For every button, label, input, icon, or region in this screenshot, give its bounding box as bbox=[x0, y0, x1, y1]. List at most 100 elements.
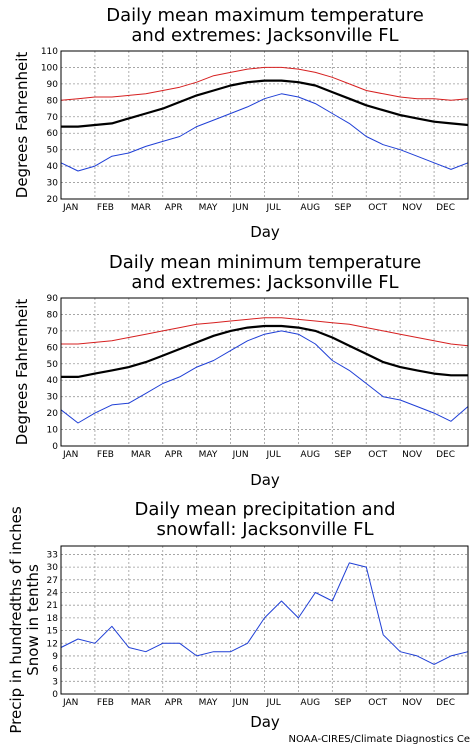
x-tick-label: DEC bbox=[436, 203, 455, 213]
y-tick-label: 30 bbox=[47, 179, 59, 189]
y-tick-label: 40 bbox=[47, 376, 59, 386]
y-tick-label: 30 bbox=[47, 563, 59, 573]
y-tick-label: 80 bbox=[47, 96, 59, 106]
plot-area: 20 30 40 50 60 70 80 90 100 110 JAN FEB MAR APR MAY JUN… bbox=[41, 47, 469, 213]
y-tick-label: 50 bbox=[47, 360, 59, 370]
y-tick-label: 27 bbox=[47, 576, 58, 586]
x-tick-label: APR bbox=[165, 203, 183, 213]
x-tick-label: AUG bbox=[300, 450, 320, 460]
y-tick-label: 0 bbox=[52, 442, 58, 452]
y-axis-label: Degrees Fahrenheit bbox=[13, 299, 31, 446]
x-axis-label: Day bbox=[250, 223, 280, 241]
x-tick-label: MAY bbox=[199, 698, 218, 708]
plot-frame bbox=[60, 50, 469, 200]
x-tick-label: FEB bbox=[97, 698, 114, 708]
x-tick-label: SEP bbox=[334, 203, 351, 213]
x-tick-label: JUL bbox=[266, 203, 281, 213]
y-tick-label: 100 bbox=[41, 63, 58, 73]
y-tick-label: 0 bbox=[52, 690, 58, 700]
y-axis-label-line-1: Precip in hundredths of inches bbox=[7, 506, 25, 733]
y-tick-label: 80 bbox=[47, 310, 59, 320]
y-tick-label: 10 bbox=[47, 426, 59, 436]
x-tick-label: SEP bbox=[334, 698, 351, 708]
x-tick-label: MAY bbox=[199, 450, 218, 460]
x-tick-label: FEB bbox=[97, 450, 114, 460]
series-line-high_extreme bbox=[60, 66, 469, 101]
plot-area: 0 3 6 9 12 15 18 21 24 27 30 33 JAN FEB MAR APR MAY JUN JU… bbox=[47, 545, 469, 708]
y-tick-label: 9 bbox=[52, 652, 58, 662]
x-tick-label: DEC bbox=[436, 698, 455, 708]
x-tick-label: NOV bbox=[402, 203, 423, 213]
chart-title-line-2: and extremes: Jacksonville FL bbox=[131, 25, 398, 46]
y-tick-label: 21 bbox=[47, 601, 58, 611]
x-tick-label: JUL bbox=[266, 450, 281, 460]
y-tick-label: 60 bbox=[47, 343, 59, 353]
x-tick-label: JUL bbox=[266, 698, 281, 708]
x-tick-label: JAN bbox=[62, 203, 78, 213]
x-tick-label: MAR bbox=[131, 450, 151, 460]
y-tick-label: 90 bbox=[47, 294, 59, 304]
chart-precipitation: Daily mean precipitation and snowfall: J… bbox=[7, 499, 469, 734]
x-tick-label: JUN bbox=[232, 450, 249, 460]
x-tick-label: JUN bbox=[232, 203, 249, 213]
y-axis-label: Degrees Fahrenheit bbox=[13, 52, 31, 199]
y-tick-label: 30 bbox=[47, 393, 59, 403]
x-tick-label: MAY bbox=[199, 203, 218, 213]
x-tick-label: NOV bbox=[402, 450, 423, 460]
x-tick-label: APR bbox=[165, 698, 183, 708]
x-axis-label: Day bbox=[250, 713, 280, 731]
series-line-high_extreme bbox=[61, 317, 469, 347]
x-tick-label: AUG bbox=[300, 698, 320, 708]
x-tick-label: OCT bbox=[368, 450, 387, 460]
chart-max-temperature: Daily mean maximum temperature and extre… bbox=[13, 5, 469, 241]
y-tick-label: 50 bbox=[47, 146, 59, 156]
x-tick-label: JAN bbox=[62, 698, 78, 708]
chart-title-line-1: Daily mean maximum temperature bbox=[106, 5, 424, 26]
plot-frame bbox=[60, 545, 469, 695]
y-tick-label: 90 bbox=[47, 80, 59, 90]
y-tick-label: 20 bbox=[47, 409, 59, 419]
plot-frame bbox=[60, 297, 469, 447]
x-tick-label: SEP bbox=[334, 450, 351, 460]
y-tick-label: 70 bbox=[47, 327, 59, 337]
series-line-low_extreme bbox=[60, 330, 469, 424]
x-tick-label: OCT bbox=[368, 698, 387, 708]
x-tick-label: AUG bbox=[300, 203, 320, 213]
y-tick-label: 33 bbox=[47, 550, 58, 560]
x-axis-label: Day bbox=[250, 471, 280, 489]
series-line-precip bbox=[60, 562, 469, 665]
y-tick-label: 40 bbox=[47, 162, 59, 172]
series-line-low_extreme bbox=[60, 93, 469, 172]
x-tick-label: OCT bbox=[368, 203, 387, 213]
x-tick-label: MAR bbox=[131, 203, 151, 213]
y-axis-label-line-2: Snow in tenths bbox=[24, 564, 42, 676]
x-tick-label: MAR bbox=[131, 698, 151, 708]
chart-title-line-2: and extremes: Jacksonville FL bbox=[131, 272, 398, 293]
y-tick-label: 70 bbox=[47, 113, 59, 123]
chart-title-line-2: snowfall: Jacksonville FL bbox=[157, 519, 374, 540]
series-line-mean bbox=[61, 79, 469, 128]
y-tick-label: 12 bbox=[47, 639, 58, 649]
y-tick-label: 60 bbox=[47, 129, 59, 139]
y-tick-label: 3 bbox=[52, 677, 58, 687]
credit-text: NOAA-CIRES/Climate Diagnostics Ce bbox=[289, 734, 470, 745]
y-tick-label: 15 bbox=[47, 627, 58, 637]
y-tick-label: 18 bbox=[47, 614, 59, 624]
plot-area: 0 10 20 30 40 50 60 70 80 90 JAN FEB MAR APR MAY JUN JUL… bbox=[47, 294, 469, 460]
y-tick-label: 24 bbox=[47, 589, 59, 599]
series-line-mean bbox=[61, 324, 468, 378]
y-tick-label: 20 bbox=[47, 195, 59, 205]
x-tick-label: NOV bbox=[402, 698, 423, 708]
chart-title-line-1: Daily mean precipitation and bbox=[134, 499, 395, 520]
x-tick-label: APR bbox=[165, 450, 183, 460]
chart-min-temperature: Daily mean minimum temperature and extre… bbox=[13, 252, 469, 489]
chart-title-line-1: Daily mean minimum temperature bbox=[109, 252, 421, 273]
x-tick-label: DEC bbox=[436, 450, 455, 460]
x-tick-label: JAN bbox=[62, 450, 78, 460]
y-tick-label: 6 bbox=[52, 665, 58, 675]
x-tick-label: FEB bbox=[97, 203, 114, 213]
y-tick-label: 110 bbox=[41, 47, 58, 57]
x-tick-label: JUN bbox=[232, 698, 249, 708]
